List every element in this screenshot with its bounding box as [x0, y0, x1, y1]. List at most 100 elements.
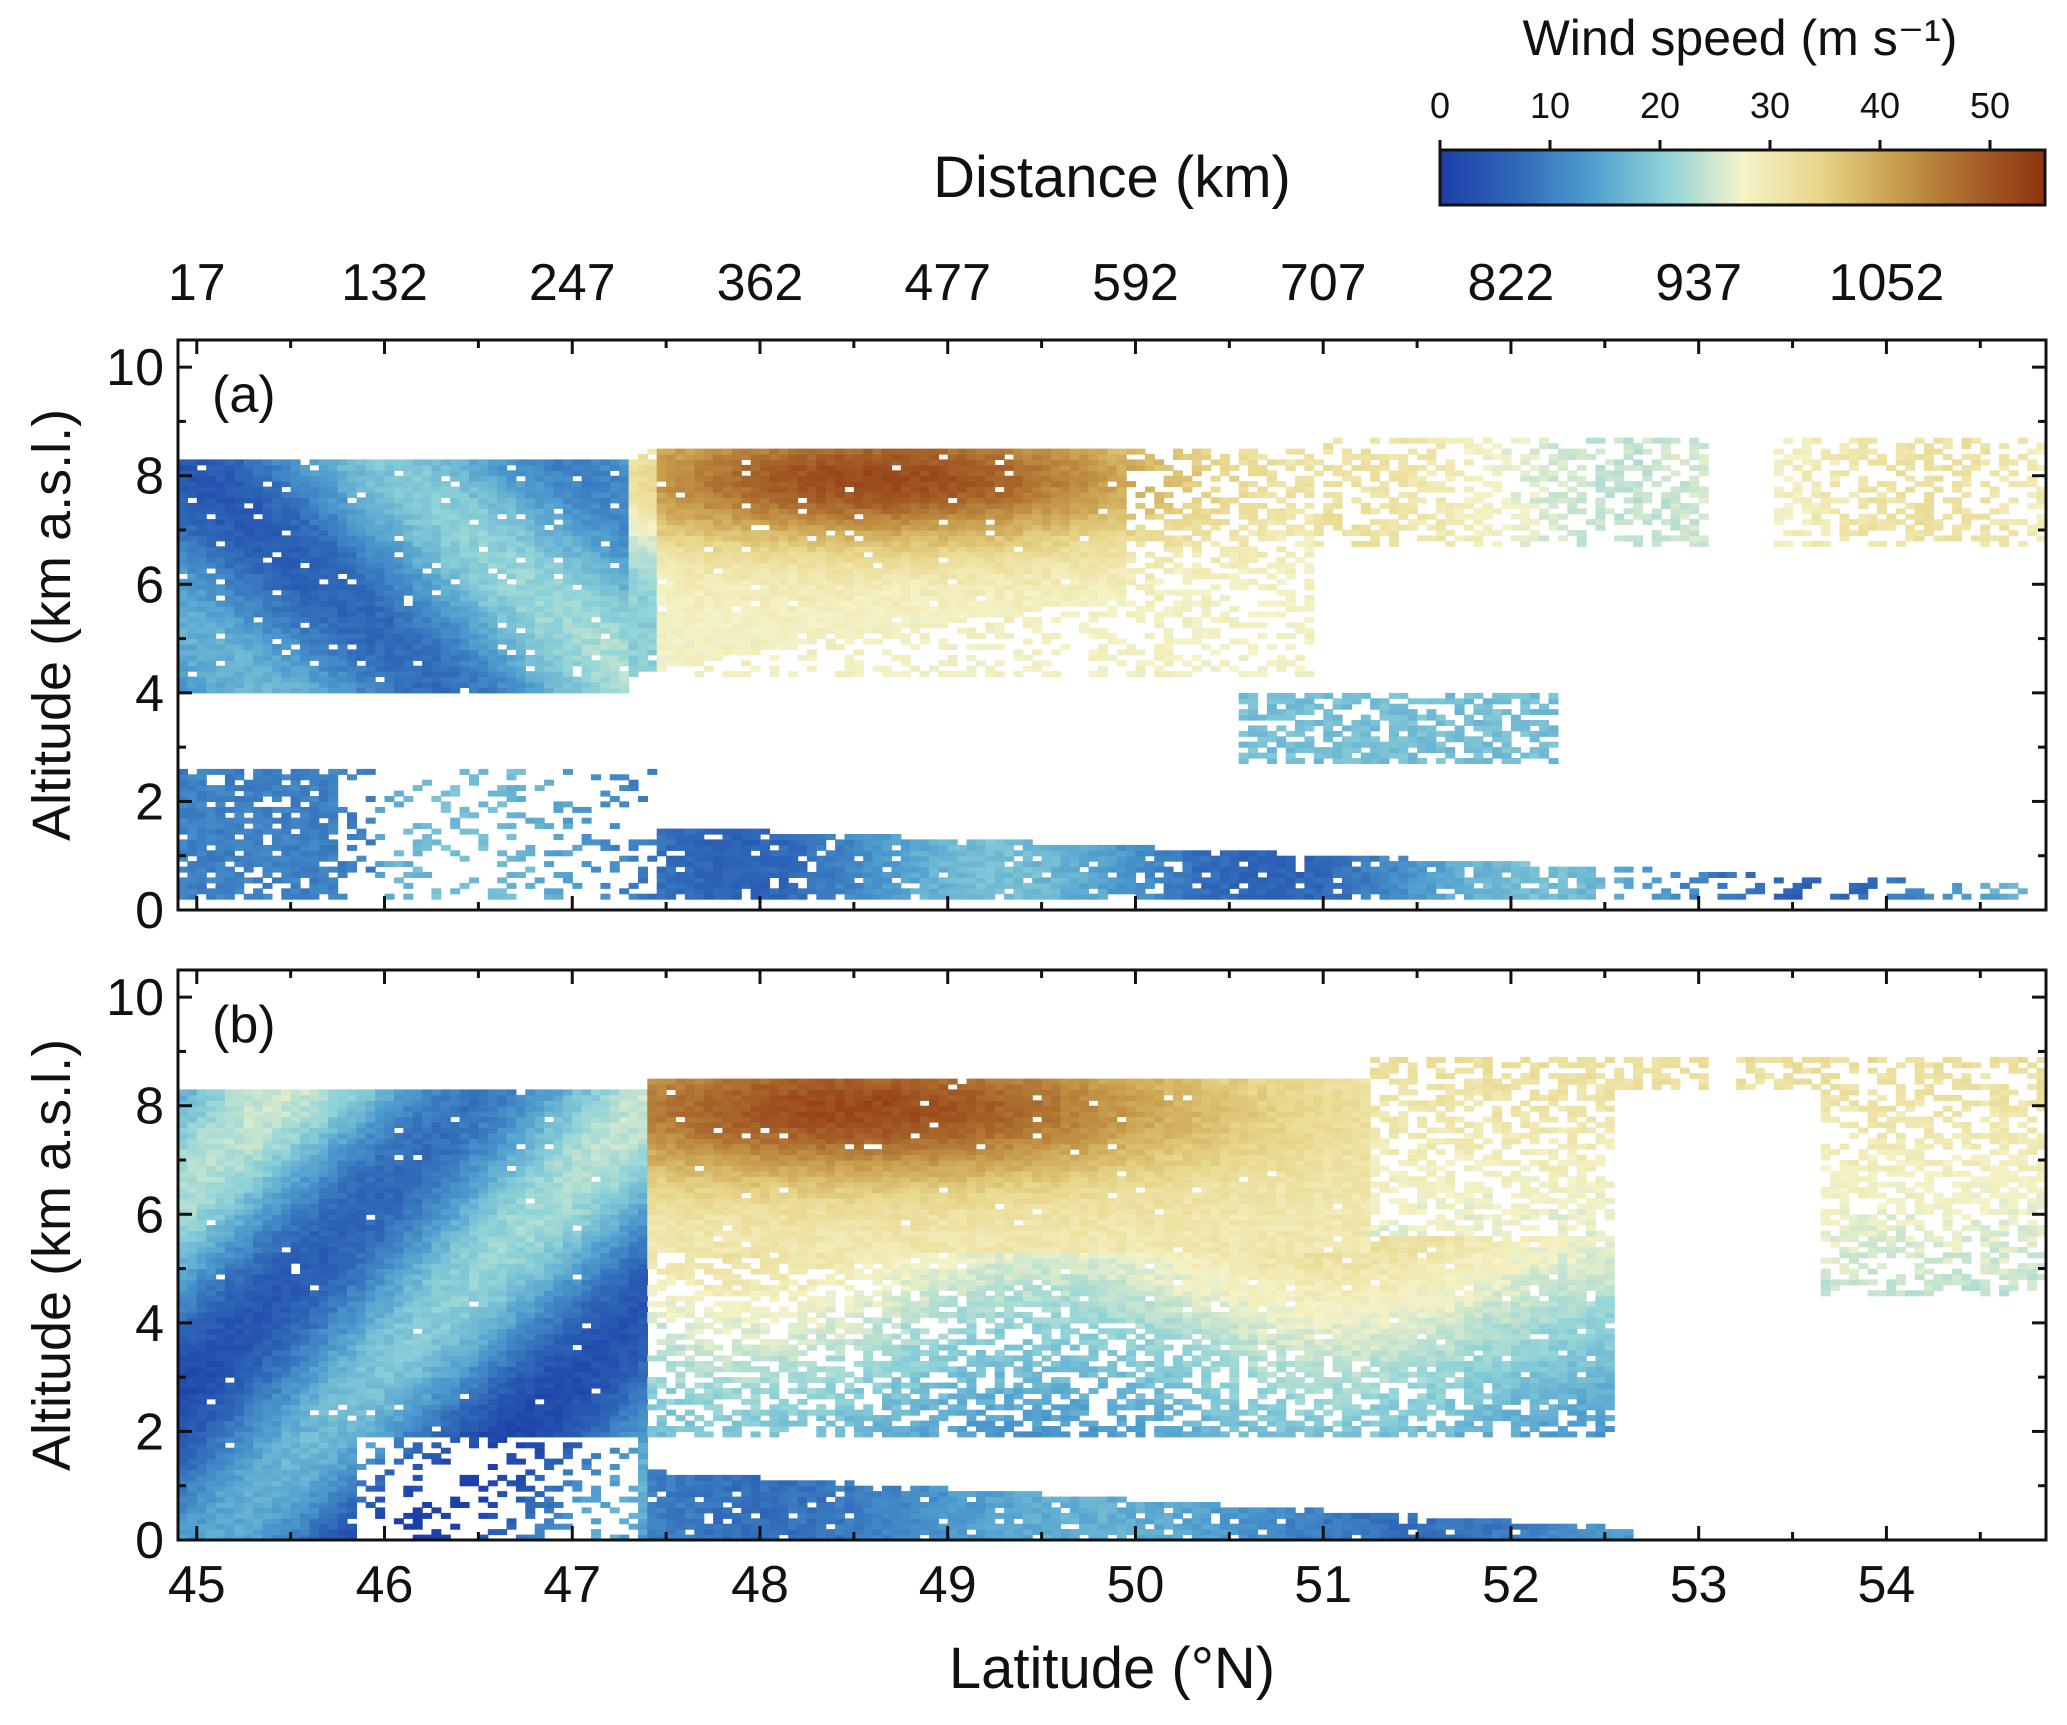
heatmap-cell — [253, 638, 264, 645]
heatmap-cell — [206, 785, 217, 792]
heatmap-cell — [262, 459, 273, 466]
heatmap-cell — [553, 562, 564, 569]
heatmap-cell — [741, 464, 752, 471]
heatmap-cell — [929, 513, 939, 520]
heatmap-cell — [1022, 568, 1033, 574]
heatmap-cell — [309, 470, 320, 477]
heatmap-cell — [478, 611, 489, 618]
heatmap-cell — [957, 850, 968, 857]
heatmap-cell — [1032, 877, 1043, 884]
heatmap-cell — [806, 611, 817, 618]
heatmap-cell — [835, 606, 846, 612]
heatmap-cell — [365, 481, 376, 488]
heatmap-cell — [553, 671, 564, 678]
heatmap-cell — [515, 633, 526, 640]
heatmap-cell — [309, 616, 320, 623]
heatmap-cell — [515, 519, 526, 526]
heatmap-cell — [675, 459, 686, 466]
heatmap-cell — [1107, 877, 1118, 884]
heatmap-cell — [1069, 872, 1080, 878]
heatmap-cell — [938, 866, 949, 873]
heatmap-cell — [300, 616, 310, 623]
heatmap-cell — [412, 606, 423, 612]
heatmap-cell — [619, 676, 630, 683]
heatmap-cell — [196, 519, 207, 526]
heatmap-cell — [224, 600, 235, 607]
heatmap-cell — [534, 459, 545, 466]
heatmap-cell — [788, 855, 799, 862]
heatmap-cell — [1051, 535, 1061, 542]
heatmap-cell — [309, 828, 320, 835]
heatmap-cell — [957, 475, 968, 482]
heatmap-cell — [196, 861, 207, 868]
heatmap-cell — [234, 502, 245, 509]
heatmap-cell — [384, 589, 395, 596]
heatmap-cell — [506, 595, 517, 602]
heatmap-cell — [656, 448, 667, 455]
heatmap-cell — [1004, 573, 1015, 580]
heatmap-cell — [1051, 844, 1061, 851]
heatmap-cell — [459, 470, 470, 477]
heatmap-cell — [215, 497, 226, 504]
heatmap-cell — [1022, 665, 1033, 672]
heatmap-cell — [778, 855, 789, 862]
heatmap-cell — [497, 589, 508, 596]
heatmap-cell — [600, 589, 611, 596]
heatmap-cell — [459, 508, 470, 515]
heatmap-cell — [506, 551, 517, 558]
heatmap-cell — [328, 470, 339, 477]
heatmap-cell — [806, 654, 817, 661]
heatmap-cell — [318, 464, 329, 471]
heatmap-cell — [900, 540, 911, 547]
heatmap-cell — [966, 595, 977, 602]
heatmap-cell — [966, 844, 977, 851]
heatmap-cell — [863, 502, 874, 509]
heatmap-cell — [581, 584, 592, 591]
heatmap-cell — [600, 573, 611, 580]
heatmap-cell — [253, 633, 264, 640]
heatmap-cell — [1032, 464, 1043, 471]
heatmap-cell — [656, 546, 667, 553]
heatmap-cell — [393, 524, 404, 531]
heatmap-cell — [1097, 546, 1108, 553]
heatmap-cell — [863, 638, 874, 645]
heatmap-cell — [975, 519, 986, 526]
heatmap-cell — [872, 600, 883, 607]
heatmap-cell — [206, 578, 217, 585]
heatmap-cell — [337, 508, 348, 515]
heatmap-cell — [647, 562, 658, 569]
heatmap-cell — [534, 644, 545, 650]
heatmap-cell — [994, 866, 1005, 873]
heatmap-cell — [572, 497, 583, 504]
heatmap-cell — [722, 649, 733, 656]
heatmap-cell — [760, 888, 770, 895]
heatmap-cell — [797, 464, 808, 471]
heatmap-cell — [872, 519, 883, 526]
heatmap-cell — [347, 616, 357, 623]
heatmap-cell — [356, 671, 367, 678]
heatmap-cell — [403, 616, 414, 623]
heatmap-cell — [591, 660, 601, 667]
heatmap-cell — [853, 475, 864, 482]
heatmap-cell — [882, 882, 892, 889]
heatmap-cell — [947, 589, 958, 596]
heatmap-cell — [769, 888, 780, 895]
heatmap-cell — [975, 497, 986, 504]
heatmap-cell — [431, 595, 442, 602]
heatmap-cell — [694, 600, 705, 607]
heatmap-cell — [938, 470, 949, 477]
heatmap-cell — [638, 557, 648, 564]
heatmap-cell — [722, 497, 733, 504]
heatmap-cell — [506, 790, 517, 797]
heatmap-cell — [1041, 519, 1052, 526]
heatmap-cell — [318, 535, 329, 542]
heatmap-cell — [638, 519, 648, 526]
heatmap-cell — [713, 540, 724, 547]
heatmap-cell — [534, 540, 545, 547]
heatmap-cell — [1051, 882, 1061, 889]
heatmap-cell — [703, 600, 714, 607]
heatmap-cell — [412, 638, 423, 645]
heatmap-cell — [938, 638, 949, 645]
heatmap-cell — [206, 540, 217, 547]
heatmap-cell — [572, 535, 583, 542]
